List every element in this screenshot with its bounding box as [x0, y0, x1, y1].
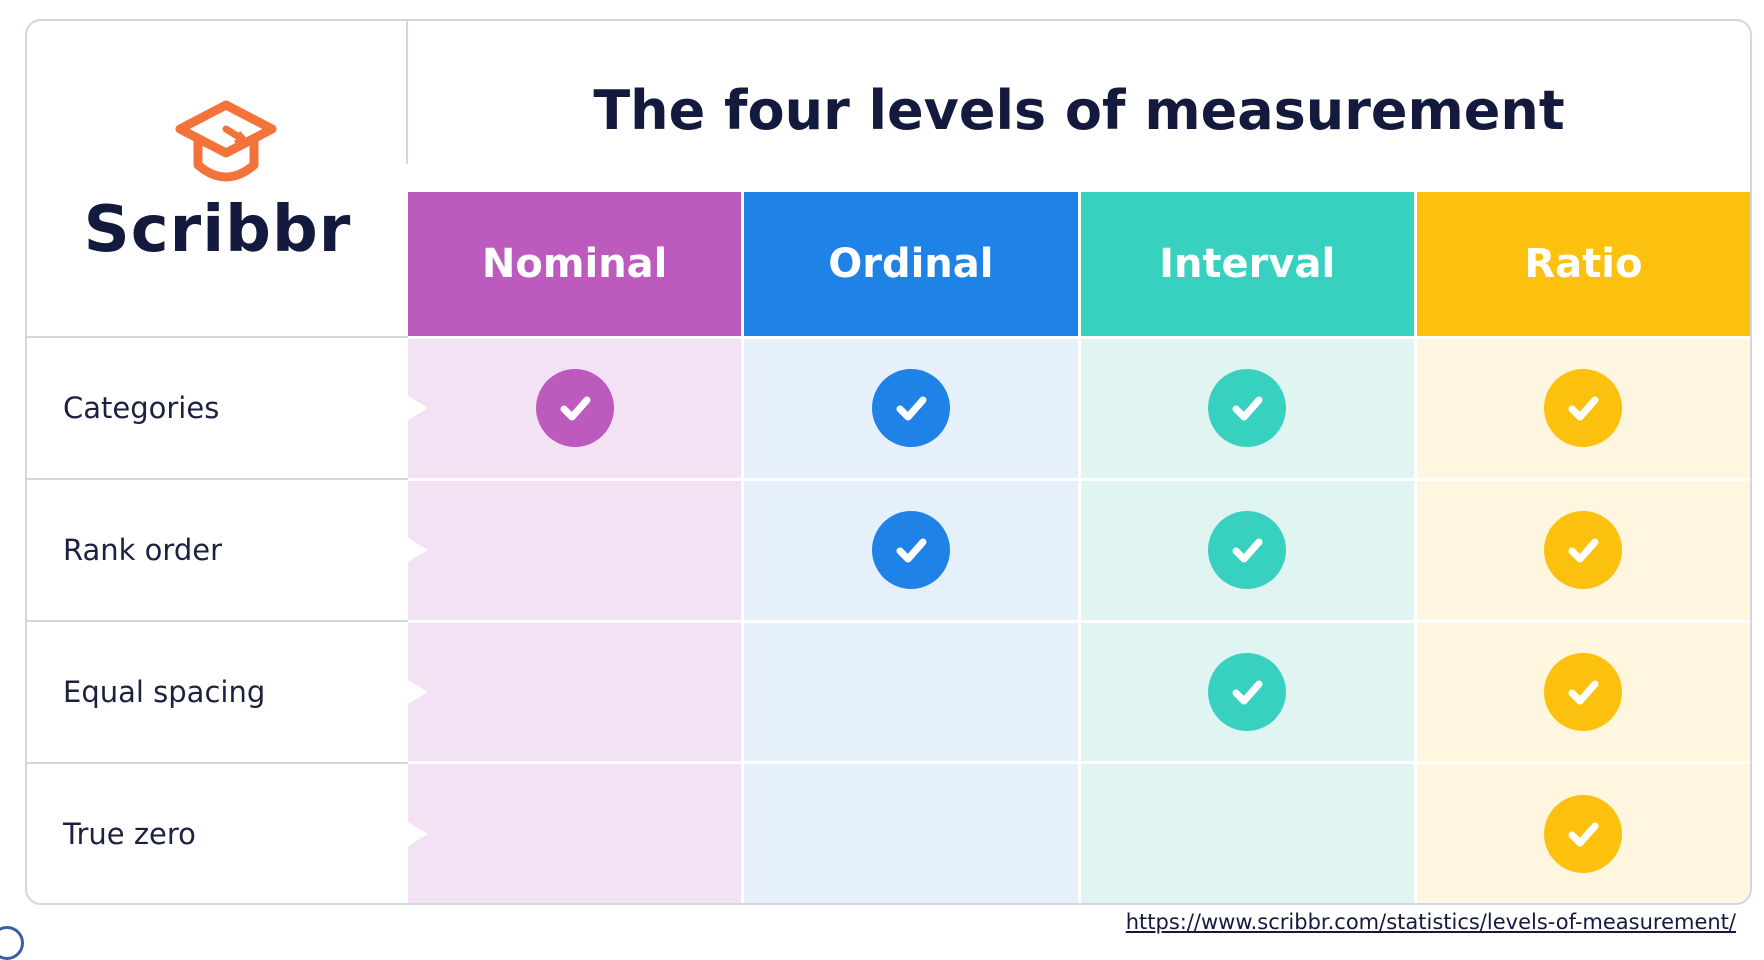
row-label-text: True zero	[63, 817, 196, 851]
check-circle-icon	[1208, 511, 1287, 590]
corner-circle-icon	[0, 926, 24, 960]
row-label: Categories	[27, 336, 428, 478]
table-cell	[744, 761, 1078, 903]
column-header-ordinal: Ordinal	[744, 192, 1078, 336]
table-cell	[408, 336, 742, 478]
row-pointer	[408, 680, 428, 704]
table-cell	[1416, 761, 1750, 903]
table-cell	[744, 336, 1078, 478]
row-label-text: Categories	[63, 391, 220, 425]
column-header-ratio: Ratio	[1416, 192, 1750, 336]
logo-wordmark: Scribbr	[83, 193, 352, 267]
table-cell	[408, 619, 742, 762]
check-circle-icon	[535, 369, 614, 448]
row-labels: Categories Rank order Equal spacing True ze…	[27, 336, 428, 903]
levels-of-measurement-card: Scribbr The four levels of measurement N…	[25, 19, 1752, 905]
check-circle-icon	[871, 511, 950, 590]
column-header-nominal: Nominal	[408, 192, 742, 336]
row-label-text: Equal spacing	[63, 675, 266, 709]
row-label: Rank order	[27, 478, 428, 620]
check-circle-icon	[1544, 369, 1623, 448]
table-cell	[744, 477, 1078, 620]
table-cell	[744, 619, 1078, 762]
table-cell	[1080, 477, 1414, 620]
row-pointer	[408, 822, 428, 846]
check-circle-icon	[1208, 369, 1287, 448]
divider	[406, 21, 408, 164]
table-cell	[1416, 477, 1750, 620]
table-cell	[1080, 761, 1414, 903]
graduation-cap-icon	[175, 100, 277, 182]
table-cell	[408, 761, 742, 903]
row-label-text: Rank order	[63, 533, 223, 567]
table-cell	[1416, 619, 1750, 762]
measurement-table: Nominal Ordinal Interval Ratio	[408, 192, 1750, 903]
check-circle-icon	[1208, 652, 1287, 731]
table-cell	[1416, 336, 1750, 478]
check-circle-icon	[1544, 652, 1623, 731]
column-header-interval: Interval	[1080, 192, 1414, 336]
row-pointer	[408, 396, 428, 420]
table-cell	[1080, 619, 1414, 762]
check-circle-icon	[871, 369, 950, 448]
row-label: True zero	[27, 762, 428, 903]
check-circle-icon	[1544, 794, 1623, 873]
page-title: The four levels of measurement	[593, 79, 1565, 142]
check-circle-icon	[1544, 511, 1623, 590]
row-label: Equal spacing	[27, 620, 428, 762]
table-cell	[1080, 336, 1414, 478]
logo-area: Scribbr	[27, 21, 408, 339]
source-link[interactable]: https://www.scribbr.com/statistics/level…	[1125, 910, 1736, 934]
row-pointer	[408, 538, 428, 562]
table-cell	[408, 477, 742, 620]
